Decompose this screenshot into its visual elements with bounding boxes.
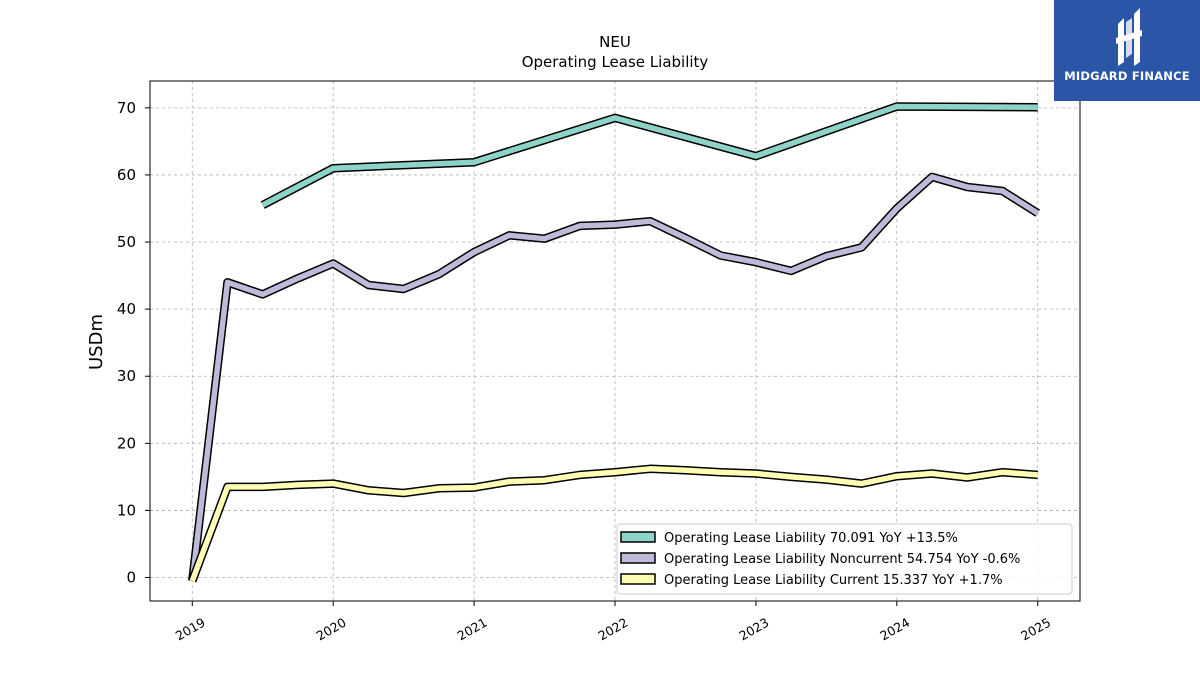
- x-tick-label: 2020: [314, 615, 349, 644]
- logo-mark-icon: [1116, 8, 1142, 66]
- y-tick-label: 50: [117, 233, 136, 251]
- y-tick-label: 0: [126, 569, 136, 587]
- y-tick-label: 10: [117, 501, 136, 519]
- grid: [150, 81, 1080, 601]
- y-axis-ticks: 0 10 20 30 40 50 60 70: [117, 99, 150, 587]
- series-line: [189, 174, 1040, 582]
- series-line: [261, 103, 1038, 208]
- y-tick-label: 40: [117, 300, 136, 318]
- y-tick-label: 20: [117, 434, 136, 452]
- series-line: [189, 466, 1038, 582]
- x-tick-label: 2025: [1018, 615, 1053, 644]
- legend-swatch: [620, 531, 656, 543]
- legend-swatch: [620, 573, 656, 585]
- y-axis-label: USDm: [86, 314, 107, 370]
- x-tick-label: 2019: [173, 615, 208, 644]
- y-tick-label: 30: [117, 367, 136, 385]
- legend-label: Operating Lease Liability 70.091 YoY +13…: [664, 531, 958, 546]
- legend-label: Operating Lease Liability Noncurrent 54.…: [664, 552, 1020, 567]
- logo-text: MIDGARD FINANCE: [1064, 69, 1190, 83]
- chart-subtitle: Operating Lease Liability: [522, 53, 709, 71]
- brand-logo: MIDGARD FINANCE: [1054, 0, 1200, 101]
- x-tick-label: 2023: [736, 615, 771, 644]
- x-tick-label: 2024: [877, 615, 912, 644]
- x-axis-ticks: 2019 2020 2021 2022 2023 2024 2025: [173, 601, 1053, 644]
- legend-swatch: [620, 552, 656, 564]
- chart-title: NEU: [599, 33, 631, 51]
- y-tick-label: 60: [117, 166, 136, 184]
- series-lines: [188, 102, 1040, 583]
- legend-label: Operating Lease Liability Current 15.337…: [664, 573, 1003, 588]
- y-tick-label: 70: [117, 99, 136, 117]
- x-tick-label: 2021: [455, 615, 490, 644]
- x-tick-label: 2022: [595, 615, 630, 644]
- legend-box: [616, 523, 1073, 595]
- legend: Operating Lease Liability 70.091 YoY +13…: [616, 523, 1073, 595]
